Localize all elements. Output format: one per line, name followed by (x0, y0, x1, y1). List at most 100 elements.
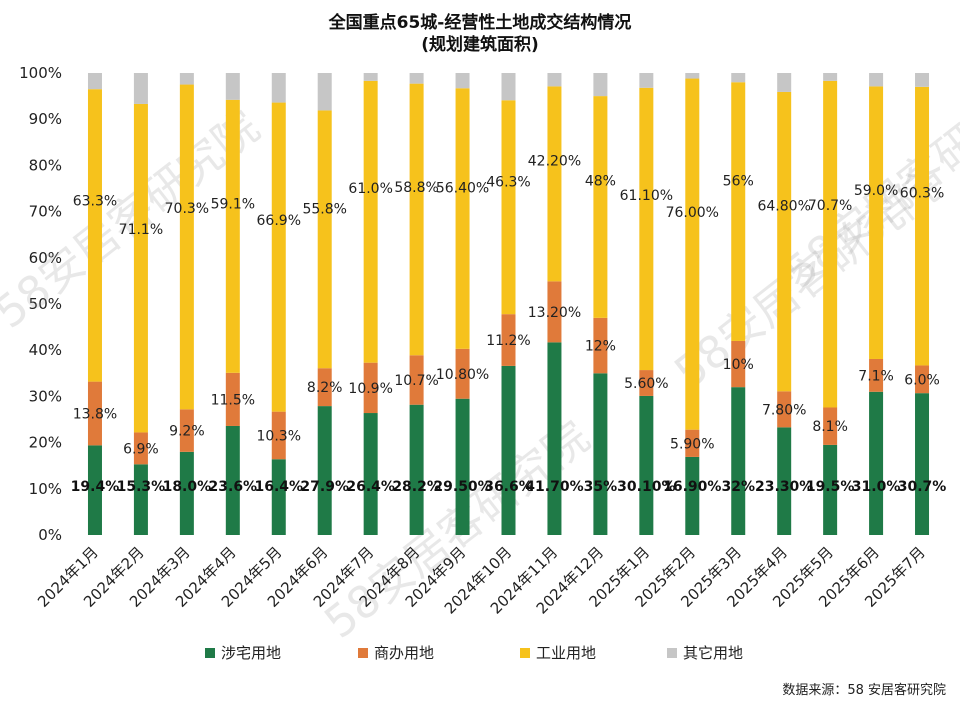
bar-segment (869, 86, 884, 359)
bar-segment (179, 84, 194, 410)
data-label: 35% (584, 479, 618, 495)
y-tick-label: 10% (29, 480, 62, 498)
bar-segment (777, 73, 792, 92)
y-tick-label: 40% (29, 341, 62, 359)
bar-segment (823, 407, 838, 445)
data-label: 30.10% (617, 479, 675, 495)
bar-segment (409, 73, 424, 84)
bar-segment (547, 281, 562, 343)
data-label: 31.0% (852, 479, 901, 495)
bar-segment (87, 381, 102, 446)
data-label: 28.2% (392, 479, 441, 495)
bar-segment (823, 80, 838, 408)
y-tick-label: 20% (29, 434, 62, 452)
bar-segment (317, 406, 332, 535)
legend-label: 涉宅用地 (221, 644, 281, 662)
data-source-note: 数据来源：58 安居客研究院 (782, 683, 946, 698)
bar-segment (455, 398, 470, 535)
data-label: 48% (585, 173, 616, 189)
bar-segment (869, 73, 884, 87)
data-label: 11.5% (211, 392, 255, 408)
data-label: 11.2% (486, 333, 530, 349)
bar-segment (87, 73, 102, 90)
bar-segment (501, 365, 516, 535)
chart-subtitle: (规划建筑面积) (421, 35, 539, 55)
bar-segment (317, 368, 332, 407)
data-label: 23.30% (755, 479, 813, 495)
bar-segment (731, 387, 746, 535)
data-label: 29.50% (433, 479, 491, 495)
bar-segment (179, 73, 194, 85)
bar-segment (915, 365, 930, 394)
data-label: 32% (721, 479, 755, 495)
bar-segment (593, 73, 608, 97)
data-label: 30.7% (898, 479, 947, 495)
bar-segment (501, 100, 516, 315)
bar-segment (317, 73, 332, 111)
data-label: 46.3% (486, 175, 530, 191)
bar-segment (685, 429, 700, 457)
y-tick-label: 50% (29, 295, 62, 313)
data-label: 59.0% (854, 183, 898, 199)
data-label: 64.80% (757, 199, 810, 215)
bar-segment (409, 404, 424, 535)
bar-segment (685, 78, 700, 430)
bar-segment (777, 391, 792, 428)
data-label: 59.1% (211, 197, 255, 213)
data-label: 10.80% (436, 367, 489, 383)
bar-segment (225, 99, 240, 373)
data-label: 5.90% (670, 436, 714, 452)
bar-segment (593, 96, 608, 318)
legend-swatch (205, 648, 215, 658)
data-label: 10.7% (394, 373, 438, 389)
data-label: 23.6% (209, 479, 258, 495)
data-label: 41.70% (525, 479, 583, 495)
bar-segment (547, 342, 562, 535)
data-label: 6.9% (123, 441, 159, 457)
bar-segment (731, 340, 746, 388)
bar-segment (777, 91, 792, 392)
data-label: 13.8% (73, 406, 117, 422)
data-label: 16.4% (254, 479, 303, 495)
data-label: 42.20% (528, 153, 581, 169)
legend-label: 工业用地 (536, 644, 596, 662)
bar-segment (593, 373, 608, 535)
y-tick-label: 90% (29, 110, 62, 128)
data-label: 8.2% (307, 380, 343, 396)
data-label: 76.00% (666, 205, 719, 221)
data-label: 6.0% (904, 372, 940, 388)
data-label: 19.5% (806, 479, 855, 495)
bar-segment (593, 317, 608, 374)
data-label: 12% (585, 339, 616, 355)
bar-segment (731, 73, 746, 83)
bar-segment (455, 88, 470, 349)
data-label: 56% (723, 174, 754, 190)
data-label: 70.3% (165, 201, 209, 217)
bar-segment (547, 86, 562, 282)
data-label: 7.1% (858, 368, 894, 384)
bar-segment (915, 86, 930, 366)
data-label: 10.9% (348, 381, 392, 397)
data-label: 10.3% (257, 428, 301, 444)
y-tick-label: 0% (38, 526, 62, 544)
bar-segment (915, 73, 930, 87)
data-label: 15.3% (117, 479, 166, 495)
bar-segment (915, 393, 930, 535)
data-label: 60.3% (900, 186, 944, 202)
bar-segment (777, 427, 792, 535)
bar-segment (363, 80, 378, 363)
y-tick-label: 100% (19, 64, 62, 82)
bar-segment (823, 444, 838, 535)
y-tick-label: 70% (29, 203, 62, 221)
data-label: 66.9% (257, 213, 301, 229)
bar-segment (87, 445, 102, 535)
bar-segment (363, 413, 378, 535)
data-label: 71.1% (119, 222, 163, 238)
y-tick-label: 80% (29, 156, 62, 174)
bar-segment (363, 362, 378, 414)
bar-segment (639, 395, 654, 535)
bar-segment (501, 314, 516, 366)
bar-segment (547, 73, 562, 87)
bar-segment (133, 103, 148, 433)
